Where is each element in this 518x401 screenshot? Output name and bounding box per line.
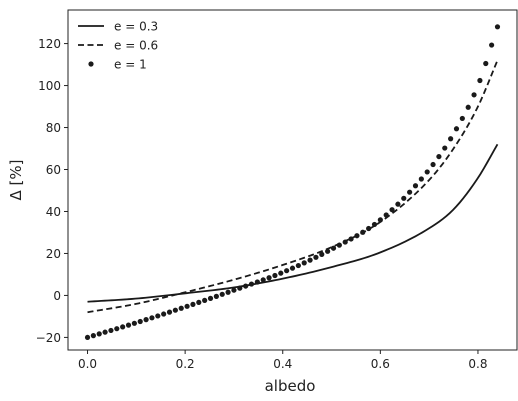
x-axis-label: albedo bbox=[265, 377, 316, 395]
series-e1-point bbox=[301, 260, 307, 266]
series-e06-line bbox=[87, 60, 499, 314]
series-e1-point bbox=[207, 295, 214, 301]
series-e1-point bbox=[430, 161, 436, 168]
series-e1-point bbox=[407, 189, 413, 195]
series-e1-point bbox=[243, 283, 249, 289]
series-e1-point bbox=[395, 201, 401, 207]
y-tick-label: 20 bbox=[46, 247, 61, 261]
series-e1-point bbox=[494, 24, 501, 30]
y-tick-label: 60 bbox=[46, 163, 61, 177]
y-tick-label: 0 bbox=[53, 289, 61, 303]
series-e1-point bbox=[278, 270, 284, 276]
series-e1-point bbox=[225, 289, 231, 295]
series-e1-point bbox=[377, 217, 383, 223]
series-e1-point bbox=[260, 277, 266, 283]
series-e1-point bbox=[477, 77, 483, 84]
series-e1-point bbox=[137, 318, 143, 325]
series-e1-point bbox=[114, 326, 120, 332]
series-e1-point bbox=[389, 207, 395, 213]
series-e1-point bbox=[459, 115, 465, 122]
series-e1-point bbox=[125, 322, 132, 328]
series-e1-point bbox=[196, 299, 202, 305]
series-e1-point bbox=[448, 136, 454, 142]
y-tick-label: 80 bbox=[46, 121, 61, 135]
plot-area bbox=[84, 24, 501, 341]
series-e1-point bbox=[190, 301, 196, 307]
series-e1-point bbox=[272, 272, 278, 279]
series-e1-point bbox=[219, 291, 225, 297]
series-e1-point bbox=[295, 262, 301, 269]
series-e1-point bbox=[184, 303, 190, 309]
series-e1-point bbox=[371, 221, 378, 228]
x-tick-label: 0.8 bbox=[468, 357, 487, 371]
legend: e = 0.3 e = 0.6 e = 1 bbox=[78, 20, 158, 72]
series-e1-point bbox=[489, 42, 495, 48]
series-e1-point bbox=[248, 281, 255, 287]
series-e1-point bbox=[342, 239, 348, 245]
series-e1-point bbox=[418, 176, 424, 182]
series-e1-point bbox=[96, 331, 102, 337]
series-e1-point bbox=[161, 311, 167, 317]
series-e1-point bbox=[307, 257, 313, 263]
series-e1-point bbox=[471, 92, 477, 98]
legend-label: e = 0.3 bbox=[114, 20, 158, 34]
y-tick-label: 120 bbox=[38, 37, 61, 51]
series-e1-point bbox=[90, 333, 96, 339]
series-e1-point bbox=[284, 268, 290, 274]
series-e1-point bbox=[336, 242, 342, 248]
series-e1-point bbox=[465, 104, 471, 110]
series-e1-point bbox=[436, 153, 442, 160]
series-e1-point bbox=[166, 309, 173, 315]
series-e1-point bbox=[131, 320, 137, 326]
axes-frame bbox=[67, 9, 518, 351]
series-e1-point bbox=[108, 327, 114, 334]
series-e1-point bbox=[313, 254, 319, 260]
series-e1-markers bbox=[84, 24, 501, 341]
series-e1-point bbox=[254, 279, 260, 285]
x-tick-label: 0.0 bbox=[78, 357, 97, 371]
series-e1-point bbox=[102, 329, 108, 335]
series-e1-point bbox=[442, 145, 448, 151]
x-tick-label: 0.2 bbox=[176, 357, 195, 371]
y-tick-label: 100 bbox=[38, 79, 61, 93]
series-e1-point bbox=[354, 233, 360, 239]
series-e1-point bbox=[237, 285, 243, 291]
legend-label: e = 0.6 bbox=[114, 39, 158, 53]
series-e03-line bbox=[87, 143, 499, 303]
y-tick-label: −20 bbox=[36, 331, 61, 345]
legend-marker-e1 bbox=[88, 61, 94, 67]
axes: 0.0 0.2 0.4 0.6 0.8 −20 0 20 40 60 80 100 120 bbox=[36, 9, 518, 371]
series-e1-point bbox=[383, 212, 389, 218]
series-e1-point bbox=[84, 334, 91, 341]
series-e1-point bbox=[366, 225, 372, 232]
series-e1-point bbox=[202, 297, 208, 303]
series-e1-point bbox=[325, 248, 331, 254]
x-tick-label: 0.4 bbox=[273, 357, 292, 371]
series-e1-point bbox=[330, 245, 337, 251]
series-e1-point bbox=[213, 293, 219, 299]
series-e1-point bbox=[231, 287, 237, 293]
series-e1-point bbox=[266, 275, 272, 281]
series-e1-point bbox=[453, 126, 460, 132]
y-axis-label: Δ [%] bbox=[7, 160, 25, 201]
legend-label: e = 1 bbox=[114, 58, 147, 72]
series-e1-point bbox=[412, 183, 419, 189]
series-e1-point bbox=[483, 60, 489, 67]
series-e1-point bbox=[348, 236, 354, 242]
x-tick-label: 0.6 bbox=[371, 357, 390, 371]
series-e1-point bbox=[360, 229, 366, 235]
series-e1-point bbox=[149, 315, 155, 321]
series-e1-point bbox=[120, 324, 126, 330]
series-e1-point bbox=[143, 317, 149, 323]
series-e1-point bbox=[178, 305, 184, 311]
series-e1-point bbox=[424, 169, 430, 175]
series-e1-point bbox=[289, 265, 296, 271]
series-e1-point bbox=[172, 307, 178, 313]
series-e1-point bbox=[319, 251, 325, 257]
series-e1-point bbox=[401, 195, 407, 201]
series-e1-point bbox=[155, 313, 161, 319]
y-tick-label: 40 bbox=[46, 205, 61, 219]
